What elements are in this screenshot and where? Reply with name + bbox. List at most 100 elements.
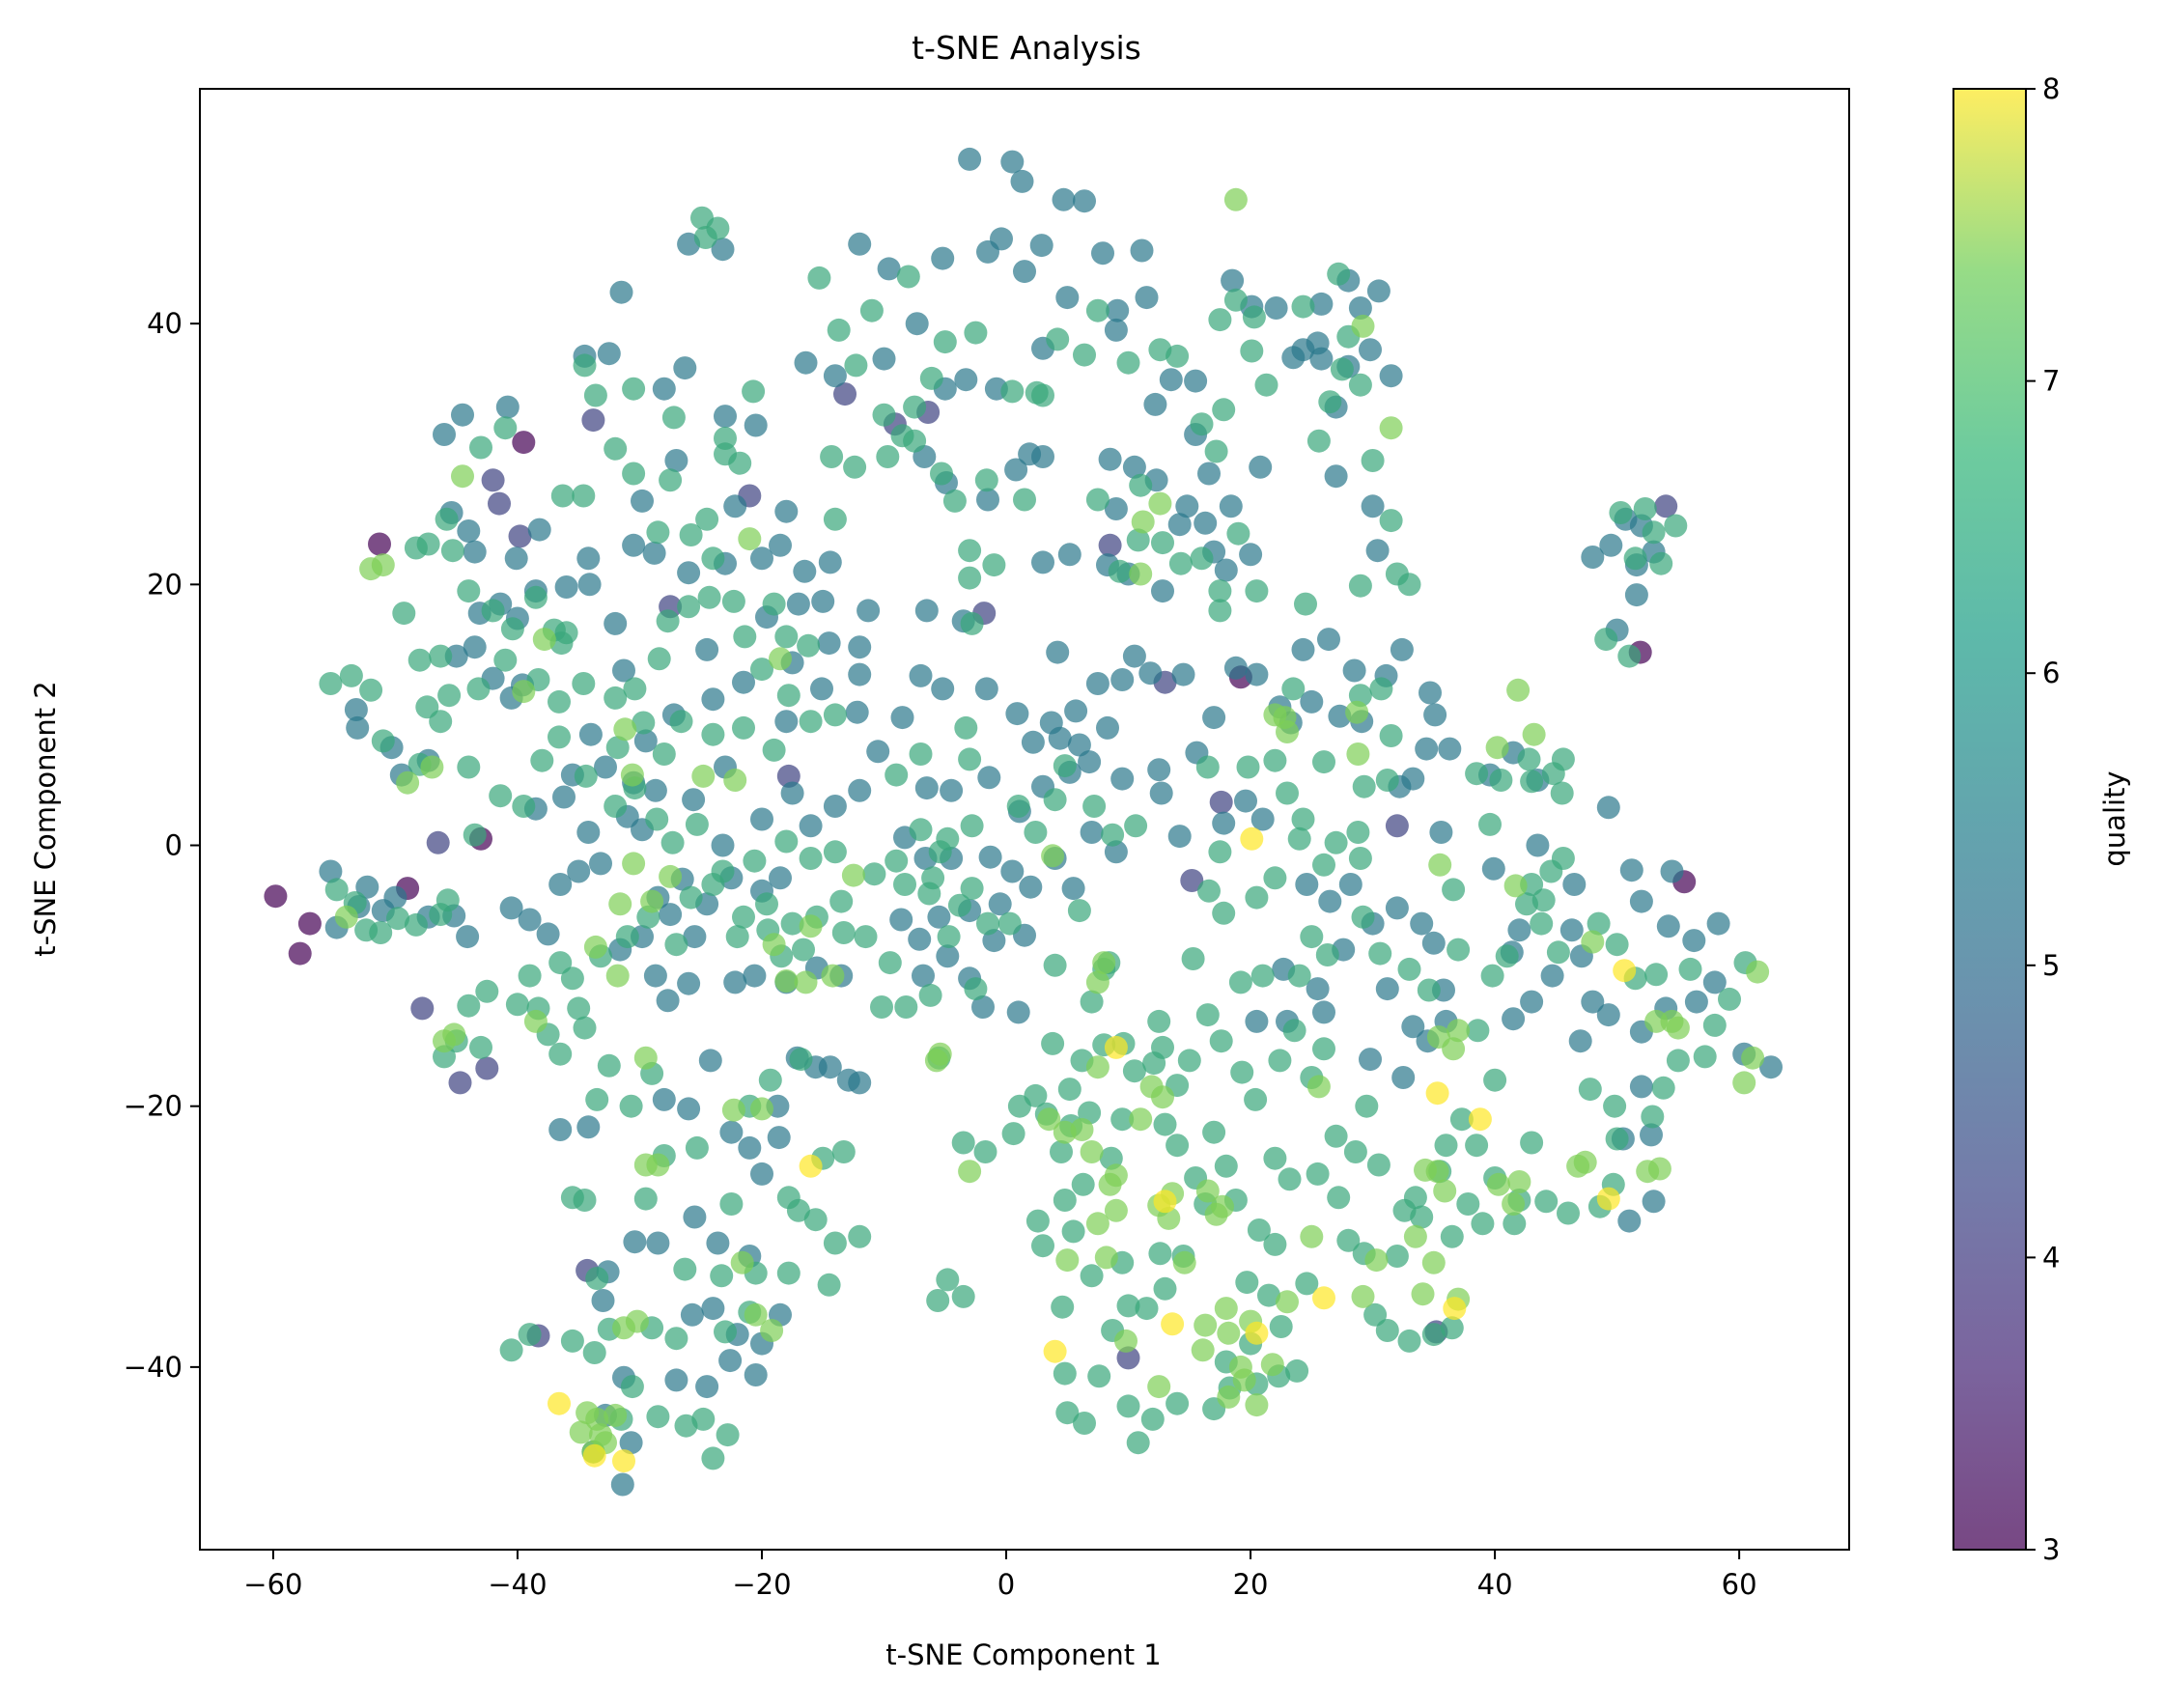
scatter-point bbox=[1466, 1019, 1490, 1043]
scatter-point bbox=[442, 1022, 466, 1047]
scatter-point bbox=[769, 866, 792, 890]
scatter-point bbox=[609, 280, 633, 304]
scatter-point bbox=[1245, 1321, 1269, 1345]
scatter-point bbox=[1693, 1045, 1717, 1069]
scatter-point bbox=[1138, 661, 1163, 686]
scatter-point bbox=[1318, 889, 1342, 913]
scatter-point bbox=[1573, 1150, 1597, 1174]
scatter-point bbox=[548, 725, 571, 749]
scatter-point bbox=[823, 703, 847, 727]
scatter-point bbox=[1098, 533, 1122, 557]
scatter-point bbox=[1312, 1037, 1335, 1061]
scatter-point bbox=[1706, 911, 1730, 936]
scatter-point bbox=[931, 677, 955, 701]
scatter-point bbox=[1181, 947, 1205, 970]
scatter-point bbox=[1082, 795, 1107, 818]
scatter-point bbox=[451, 464, 474, 489]
scatter-point bbox=[646, 520, 670, 545]
scatter-point bbox=[1644, 1009, 1669, 1033]
scatter-point bbox=[721, 1098, 745, 1122]
scatter-point bbox=[396, 770, 420, 795]
scatter-point bbox=[817, 631, 841, 656]
scatter-point bbox=[550, 484, 575, 508]
scatter-point bbox=[518, 964, 542, 988]
scatter-point bbox=[1122, 455, 1146, 479]
scatter-point bbox=[339, 663, 363, 687]
scatter-point bbox=[1379, 724, 1403, 747]
scatter-point bbox=[831, 921, 856, 944]
scatter-point bbox=[489, 784, 513, 808]
scatter-point bbox=[958, 747, 982, 771]
scatter-point bbox=[1135, 1297, 1159, 1321]
scatter-point bbox=[1217, 1321, 1241, 1345]
scatter-point bbox=[469, 435, 492, 460]
scatter-point bbox=[604, 795, 628, 818]
scatter-point bbox=[1361, 494, 1385, 518]
scatter-point bbox=[1578, 1078, 1602, 1102]
scatter-point bbox=[927, 905, 951, 929]
scatter-point bbox=[1390, 637, 1414, 661]
scatter-point bbox=[1263, 1146, 1287, 1170]
scatter-point bbox=[893, 873, 916, 896]
scatter-point bbox=[1209, 1029, 1233, 1053]
scatter-point bbox=[1214, 1297, 1238, 1321]
scatter-point bbox=[774, 829, 799, 854]
scatter-point bbox=[1562, 873, 1587, 896]
scatter-point bbox=[1364, 1248, 1389, 1273]
scatter-point bbox=[872, 347, 896, 371]
scatter-point bbox=[1197, 879, 1221, 903]
scatter-point bbox=[909, 818, 933, 842]
scatter-point bbox=[1135, 286, 1159, 310]
scatter-point bbox=[1633, 497, 1657, 520]
scatter-point bbox=[1327, 1186, 1351, 1210]
scatter-point bbox=[1001, 1122, 1025, 1146]
scatter-point bbox=[1306, 1162, 1330, 1186]
scatter-point bbox=[1410, 1205, 1434, 1229]
scatter-point bbox=[1660, 859, 1684, 883]
scatter-point bbox=[1287, 826, 1311, 851]
scatter-point bbox=[1456, 1192, 1480, 1216]
scatter-point bbox=[493, 416, 518, 440]
scatter-point bbox=[789, 1048, 813, 1072]
scatter-point bbox=[1471, 1212, 1495, 1236]
scatter-point bbox=[659, 864, 683, 888]
scatter-point bbox=[1106, 298, 1130, 322]
scatter-point bbox=[1226, 521, 1250, 546]
scatter-point bbox=[622, 462, 646, 486]
scatter-point bbox=[1327, 262, 1351, 286]
scatter-point bbox=[481, 599, 505, 623]
scatter-point bbox=[908, 927, 932, 951]
y-axis-label: t-SNE Component 2 bbox=[29, 681, 62, 957]
scatter-point bbox=[576, 821, 601, 844]
scatter-point bbox=[725, 925, 749, 949]
scatter-point bbox=[451, 403, 474, 427]
scatter-point bbox=[1596, 1187, 1620, 1211]
scatter-point bbox=[774, 710, 799, 734]
scatter-point bbox=[1678, 957, 1702, 981]
scatter-point bbox=[723, 769, 747, 792]
scatter-point bbox=[1746, 960, 1770, 984]
scatter-point bbox=[958, 147, 982, 171]
scatter-point bbox=[1276, 781, 1299, 805]
scatter-point bbox=[466, 677, 491, 701]
scatter-point bbox=[701, 687, 725, 712]
scatter-point bbox=[481, 468, 505, 492]
scatter-point bbox=[947, 893, 971, 917]
scatter-point bbox=[319, 672, 343, 695]
scatter-point bbox=[1312, 853, 1335, 877]
scatter-point bbox=[1741, 1046, 1765, 1070]
y-axis-ticks: −40 −20 0 20 40 bbox=[124, 307, 200, 1384]
scatter-point bbox=[612, 1449, 635, 1473]
scatter-point bbox=[1348, 296, 1372, 320]
scatter-point bbox=[652, 742, 676, 766]
scatter-point bbox=[1263, 748, 1287, 772]
scatter-point bbox=[818, 550, 842, 574]
scatter-point bbox=[1080, 1264, 1104, 1288]
scatter-point bbox=[1250, 807, 1275, 831]
scatter-point bbox=[1245, 579, 1269, 603]
scatter-point bbox=[1629, 1075, 1653, 1099]
scatter-point bbox=[1230, 1060, 1254, 1084]
scatter-point bbox=[843, 455, 867, 479]
scatter-point bbox=[1166, 344, 1190, 368]
